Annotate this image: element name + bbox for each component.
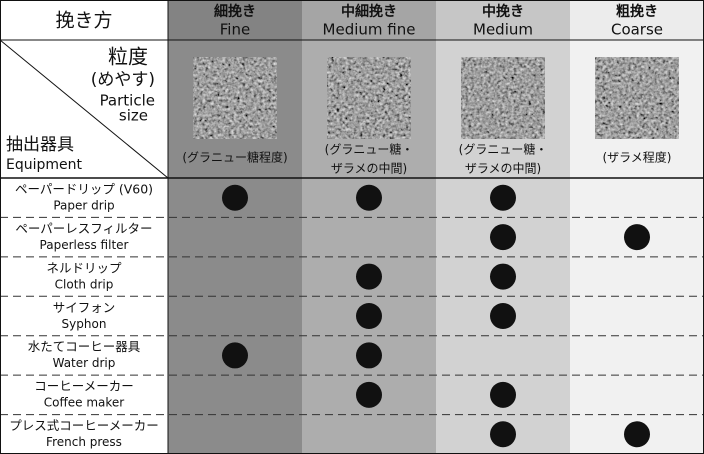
column-header-bg xyxy=(570,0,704,40)
suitability-dot xyxy=(490,224,516,251)
suitability-dot xyxy=(624,224,650,251)
row-label-en: Paperless filter xyxy=(40,238,129,252)
diagonal xyxy=(0,39,169,179)
equipment-en: Equipment xyxy=(6,157,83,173)
suitability-dot xyxy=(490,381,516,408)
grain-caption: ザラメの中間) xyxy=(465,161,541,176)
suitability-dot xyxy=(356,381,382,408)
column-title-jp: 細挽き xyxy=(214,3,256,20)
row-label-en: Water drip xyxy=(53,356,116,370)
column-title-en: Coarse xyxy=(611,21,663,39)
suitability-dot xyxy=(490,263,516,290)
grain-sample xyxy=(193,57,277,139)
row-label-en: Coffee maker xyxy=(44,396,125,410)
particle-jp: 粒度 xyxy=(108,45,148,69)
column-header-bg xyxy=(302,0,436,40)
row-label-en: Paper drip xyxy=(53,199,114,213)
column-header-bg xyxy=(436,0,570,40)
suitability-dot xyxy=(490,184,516,211)
row-label-en: Syphon xyxy=(62,317,107,331)
grain-caption: ザラメの中間) xyxy=(331,161,407,176)
particle-en: Particle xyxy=(100,92,155,110)
grain-sample xyxy=(327,57,411,139)
grain-caption: (グラニュー糖程度) xyxy=(182,150,287,165)
row-label-jp: コーヒーメーカー xyxy=(34,379,134,394)
equipment-jp: 抽出器具 xyxy=(6,135,74,155)
row-label-jp: 水たてコーヒー器具 xyxy=(28,339,141,354)
grain-caption: (ザラメ程度) xyxy=(602,150,671,165)
suitability-dot xyxy=(356,342,382,369)
suitability-dot xyxy=(490,421,516,448)
suitability-dot xyxy=(222,342,248,369)
grain-sample xyxy=(595,57,679,139)
row-label-jp: ペーパードリップ (V60) xyxy=(15,182,153,197)
column-title-en: Medium xyxy=(473,21,533,39)
column-title-jp: 粗挽き xyxy=(616,3,658,20)
grain-caption: (グラニュー糖・ xyxy=(459,142,548,157)
suitability-dot xyxy=(356,263,382,290)
column-title-en: Medium fine xyxy=(323,21,416,39)
suitability-dot xyxy=(624,421,650,448)
method-label: 挽き方 xyxy=(55,10,112,32)
column-title-jp: 中細挽き xyxy=(341,3,397,20)
column-title-jp: 中挽き xyxy=(482,3,524,20)
column-title-en: Fine xyxy=(220,21,250,39)
row-label-jp: ペーパーレスフィルター xyxy=(15,221,152,236)
suitability-dot xyxy=(222,184,248,211)
row-label-jp: ネルドリップ xyxy=(46,260,122,275)
grain-sample xyxy=(461,57,545,139)
particle-en: size xyxy=(119,107,148,125)
row-label-jp: サイフォン xyxy=(53,300,116,315)
grain-caption: (グラニュー糖・ xyxy=(325,142,414,157)
suitability-dot xyxy=(356,184,382,211)
suitability-dot xyxy=(356,303,382,329)
row-label-en: Cloth drip xyxy=(55,277,114,291)
suitability-dot xyxy=(490,303,516,329)
row-label-en: French press xyxy=(46,435,122,449)
row-label-jp: プレス式コーヒーメーカー xyxy=(9,418,159,433)
particle-note: (めやす) xyxy=(91,70,155,90)
column-header-bg xyxy=(168,0,302,40)
